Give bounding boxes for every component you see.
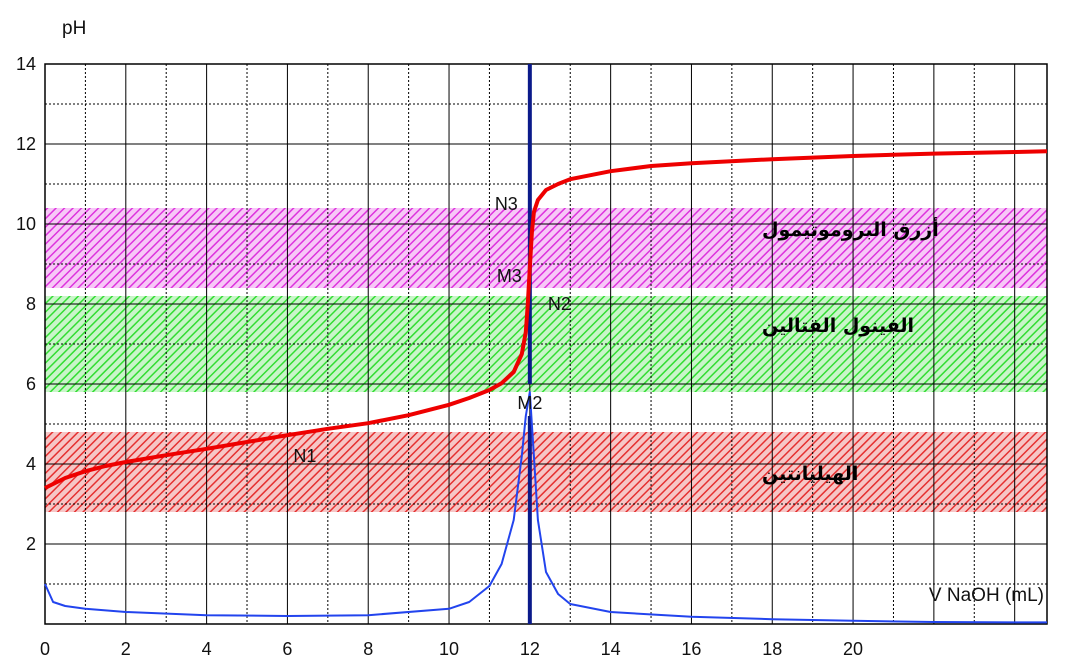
- y-tick-4: 4: [26, 454, 36, 474]
- annotation-m3: M3: [497, 266, 522, 286]
- derivative-curve: [44, 391, 1047, 624]
- x-tick-4: 4: [202, 639, 212, 659]
- y-tick-8: 8: [26, 294, 36, 314]
- x-tick-16: 16: [681, 639, 701, 659]
- annotation-n2: N2: [548, 294, 571, 314]
- band-labels: أزرق البروموتيمول الفينول الفتالين الهيليا…: [762, 217, 939, 485]
- annotation-n3: N3: [495, 194, 518, 214]
- indicator-band-1: [45, 208, 1047, 288]
- x-tick-18: 18: [762, 639, 782, 659]
- indicator-band-3: [45, 432, 1047, 512]
- x-tick-20: 20: [843, 639, 863, 659]
- plot-frame: [44, 63, 1048, 625]
- indicator-bands: [45, 208, 1047, 512]
- ph-curve: [44, 149, 1048, 490]
- x-tick-6: 6: [282, 639, 292, 659]
- tick-labels: 0 2 4 6 8 10 12 14 16 18 20 2 4 6 8 10 12 14: [16, 54, 863, 659]
- x-tick-14: 14: [601, 639, 621, 659]
- band-label-3: الهيليانتين: [762, 463, 858, 485]
- y-tick-6: 6: [26, 374, 36, 394]
- band-label-1: أزرق البروموتيمول: [762, 217, 939, 241]
- x-tick-2: 2: [121, 639, 131, 659]
- annotations: N1 N2 N3 M2 M3: [293, 194, 570, 466]
- x-tick-0: 0: [40, 639, 50, 659]
- x-axis-title: V NaOH (mL): [929, 585, 1044, 606]
- y-tick-14: 14: [16, 54, 36, 74]
- x-tick-12: 12: [520, 639, 540, 659]
- annotation-m2: M2: [517, 393, 542, 413]
- x-tick-10: 10: [439, 639, 459, 659]
- series-group: [44, 149, 1048, 624]
- grid: [44, 63, 1048, 625]
- y-tick-12: 12: [16, 134, 36, 154]
- y-tick-2: 2: [26, 534, 36, 554]
- y-tick-10: 10: [16, 214, 36, 234]
- band-label-2: الفينول الفتالين: [762, 315, 914, 337]
- annotation-n1: N1: [293, 446, 316, 466]
- y-axis-title: pH: [62, 18, 86, 39]
- x-tick-8: 8: [363, 639, 373, 659]
